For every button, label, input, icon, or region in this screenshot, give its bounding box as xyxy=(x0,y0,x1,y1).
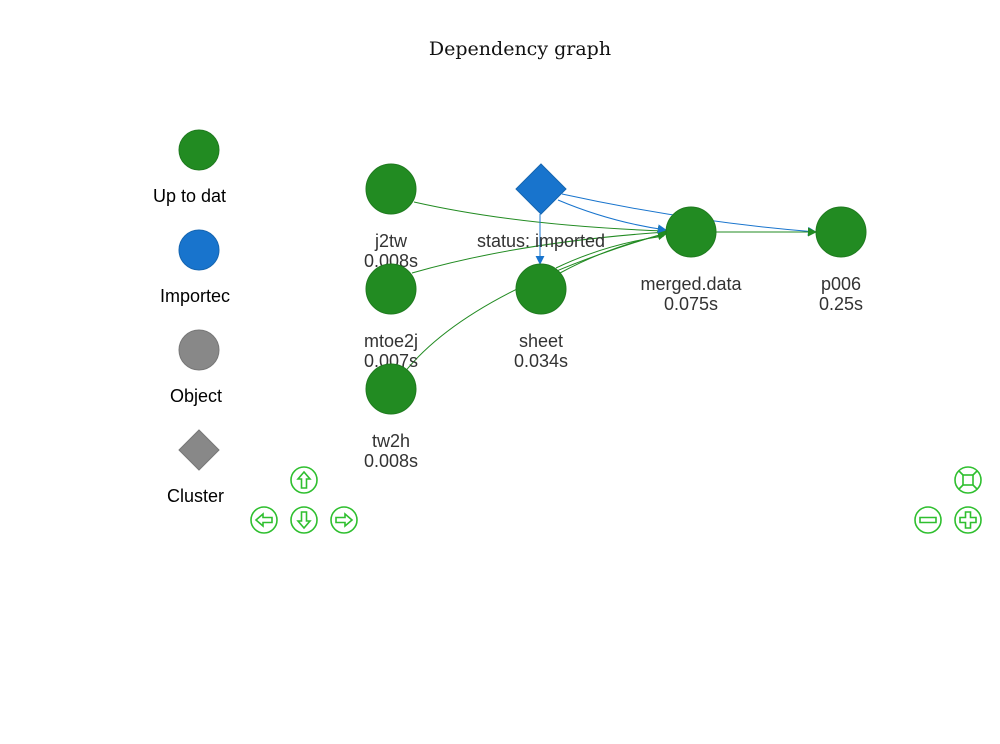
node-label: mtoe2j xyxy=(364,331,418,351)
edge-mtoe2j-merged-data[interactable] xyxy=(411,228,667,274)
zoom-fit-button[interactable] xyxy=(954,466,982,494)
plus-icon xyxy=(959,511,977,529)
edge-sheet-merged-data-2 xyxy=(555,235,665,269)
fit-icon xyxy=(958,470,978,490)
node-imported[interactable]: status: imported xyxy=(477,163,605,251)
minus-icon xyxy=(919,516,937,524)
node-diamond-icon[interactable] xyxy=(515,163,567,215)
nav-right-button[interactable] xyxy=(330,506,358,534)
node-tw2h[interactable]: tw2h 0.008s xyxy=(364,363,418,471)
edges xyxy=(403,193,817,374)
legend-item-up-to-date: Up to dat xyxy=(153,129,226,206)
node-duration: 0.075s xyxy=(664,294,718,314)
nav-up-button[interactable] xyxy=(290,466,318,494)
zoom-out-button[interactable] xyxy=(914,506,942,534)
edge-sheet-merged-data[interactable] xyxy=(559,231,667,274)
legend-diamond-icon xyxy=(178,429,220,471)
node-dot-icon[interactable] xyxy=(365,363,417,415)
legend-label: Up to dat xyxy=(153,186,226,206)
arrow-right-icon xyxy=(335,512,354,528)
legend-item-cluster: Cluster xyxy=(167,429,224,506)
node-dot-icon[interactable] xyxy=(365,263,417,315)
graph-title: Dependency graph xyxy=(428,38,612,60)
node-dot-icon[interactable] xyxy=(365,163,417,215)
zoom-in-button[interactable] xyxy=(954,506,982,534)
node-label: sheet xyxy=(519,331,563,351)
node-duration: 0.007s xyxy=(364,351,418,371)
node-duration: 0.25s xyxy=(819,294,863,314)
node-p006[interactable]: p006 0.25s xyxy=(815,206,867,314)
navigation-controls xyxy=(250,466,982,534)
legend-item-imported: Importec xyxy=(160,229,230,306)
node-duration: 0.008s xyxy=(364,251,418,271)
node-mtoe2j[interactable]: mtoe2j 0.007s xyxy=(364,263,418,371)
node-label: p006 xyxy=(821,274,861,294)
node-duration: 0.034s xyxy=(514,351,568,371)
node-label: tw2h xyxy=(372,431,410,451)
node-sheet[interactable]: sheet 0.034s xyxy=(514,263,568,371)
legend-label: Importec xyxy=(160,286,230,306)
nav-down-button[interactable] xyxy=(290,506,318,534)
edge-tw2h-merged-data[interactable] xyxy=(403,230,667,374)
node-label: merged.data xyxy=(640,274,742,294)
node-merged-data[interactable]: merged.data 0.075s xyxy=(640,206,743,314)
node-dot-icon[interactable] xyxy=(515,263,567,315)
arrow-up-icon xyxy=(296,470,312,489)
node-dot-icon[interactable] xyxy=(665,206,717,258)
legend-label: Cluster xyxy=(167,486,224,506)
node-label: j2tw xyxy=(374,231,408,251)
legend: Up to dat Importec Object Cluster xyxy=(153,129,230,506)
node-label: status: imported xyxy=(477,231,605,251)
node-j2tw[interactable]: j2tw 0.008s xyxy=(364,163,418,271)
edge-j2tw-merged-data[interactable] xyxy=(413,201,667,236)
legend-dot-icon xyxy=(178,129,220,171)
node-dot-icon[interactable] xyxy=(815,206,867,258)
legend-label: Object xyxy=(170,386,222,406)
legend-dot-icon xyxy=(178,229,220,271)
node-duration: 0.008s xyxy=(364,451,418,471)
arrow-left-icon xyxy=(254,512,273,528)
legend-item-object: Object xyxy=(170,329,222,406)
nav-left-button[interactable] xyxy=(250,506,278,534)
edge-imported-merged-data[interactable] xyxy=(557,199,667,234)
nodes: j2tw 0.008s mtoe2j 0.007s tw2h 0.008s st… xyxy=(364,163,867,471)
arrow-down-icon xyxy=(296,511,312,530)
legend-dot-icon xyxy=(178,329,220,371)
